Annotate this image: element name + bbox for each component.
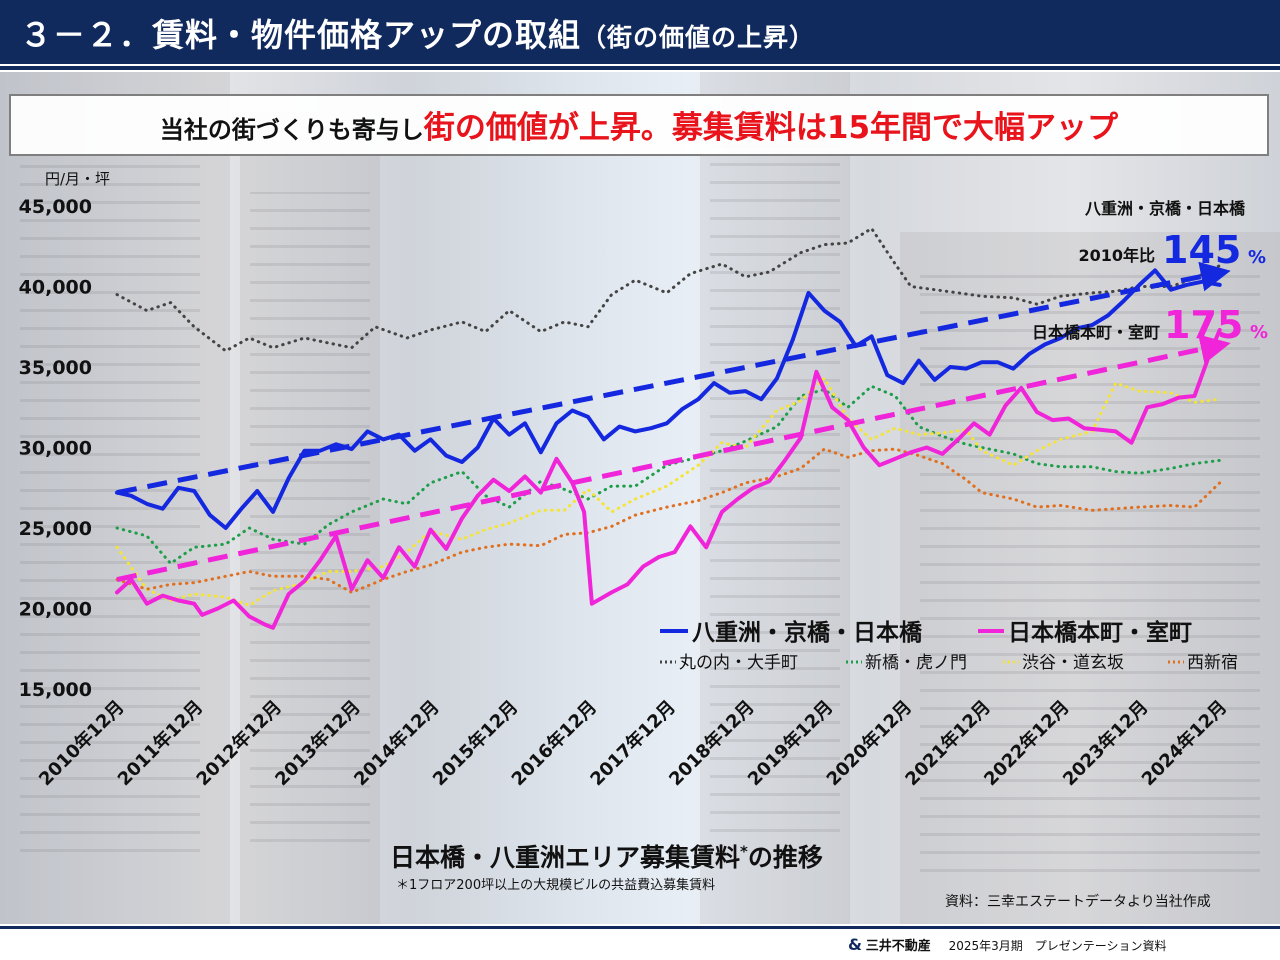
slide-title: ３－２．賃料・物件価格アップの取組（街の価値の上昇） <box>20 10 815 56</box>
annotation-muromachi-unit: % <box>1250 322 1268 343</box>
series-lines <box>115 227 1222 630</box>
legend-label-marunouchi: 丸の内・大手町 <box>679 653 798 673</box>
annotation-muromachi-value: 175 <box>1164 303 1243 347</box>
y-tick-label: 30,000 <box>19 438 92 460</box>
x-tick-label: 2024年12月 <box>1137 696 1231 790</box>
chart-caption-mark: * <box>740 842 748 861</box>
y-tick-label: 35,000 <box>19 357 92 379</box>
headline: 当社の街づくりも寄与し街の価値が上昇。募集賃料は15年間で大幅アップ <box>11 102 1267 147</box>
legend-label-muromachi: 日本橋本町・室町 <box>1008 619 1192 646</box>
footnote: ＊1フロア200坪以上の大規模ビルの共益費込募集賃料 <box>396 878 716 893</box>
street-background-photo <box>0 72 1280 924</box>
company-logo: & <box>848 935 862 954</box>
trend-lines <box>116 261 1231 582</box>
footer: & 三井不動産 2025年3月期 プレゼンテーション資料 <box>848 935 1167 954</box>
y-axis-ticks: 15,000 20,000 25,000 30,000 35,000 40,000 45,0… <box>19 196 92 701</box>
y-tick-label: 40,000 <box>19 277 92 299</box>
annotation-yaesu-value: 145 <box>1162 228 1241 272</box>
footer-rule <box>0 926 1280 929</box>
series-line <box>115 376 1222 607</box>
y-tick-label: 20,000 <box>19 599 92 621</box>
legend-label-shibuya: 渋谷・道玄坂 <box>1022 653 1124 673</box>
y-tick-label: 15,000 <box>19 679 92 701</box>
y-tick-label: 45,000 <box>19 196 92 218</box>
y-axis-label: 円/月・坪 <box>45 170 110 188</box>
legend-label-yaesu: 八重洲・京橋・日本橋 <box>692 619 923 646</box>
legend: 八重洲・京橋・日本橋 日本橋本町・室町 丸の内・大手町 新橋・虎ノ門 渋谷・道玄… <box>660 619 1238 673</box>
series-line <box>115 268 1222 530</box>
series-line <box>115 227 1222 353</box>
trend-arrow <box>116 261 1231 496</box>
slide-title-sub: （街の価値の上昇） <box>581 23 816 52</box>
slide-title-main: ３－２．賃料・物件価格アップの取組 <box>20 16 582 54</box>
x-axis-ticks: 2010年12月2011年12月2012年12月2013年12月2014年12月… <box>34 696 1231 790</box>
annotation-yaesu-label: 八重洲・京橋・日本橋 <box>1084 199 1246 218</box>
chart-caption-main: 日本橋・八重洲エリア募集賃料 <box>390 843 741 872</box>
y-tick-label: 25,000 <box>19 518 92 540</box>
chart-caption: 日本橋・八重洲エリア募集賃料*の推移 <box>390 838 823 874</box>
company-name: 三井不動産 <box>865 939 931 954</box>
slide-header: ３－２．賃料・物件価格アップの取組（街の価値の上昇） <box>0 0 1280 64</box>
headline-emphasis: 街の価値が上昇。募集賃料は15年間で大幅アップ <box>423 110 1119 146</box>
footer-text: 2025年3月期 プレゼンテーション資料 <box>948 939 1167 953</box>
headline-banner: 当社の街づくりも寄与し街の価値が上昇。募集賃料は15年間で大幅アップ <box>9 94 1269 156</box>
series-line <box>115 328 1222 630</box>
header-rule <box>0 66 1280 70</box>
source-note: 資料：三幸エステートデータより当社作成 <box>945 894 1211 910</box>
legend-label-nishishinjuku: 西新宿 <box>1187 653 1238 673</box>
annotation-muromachi-label: 日本橋本町・室町 <box>1032 323 1160 342</box>
trend-arrow <box>116 334 1231 582</box>
series-line <box>115 447 1222 594</box>
series-line <box>115 384 1222 565</box>
legend-label-shinbashi: 新橋・虎ノ門 <box>865 653 967 673</box>
headline-lead: 当社の街づくりも寄与し <box>159 116 424 144</box>
chart-caption-suffix: の推移 <box>747 843 823 872</box>
annotation-yaesu-unit: % <box>1248 247 1266 268</box>
annotation-yaesu-prefix: 2010年比 <box>1078 246 1155 265</box>
